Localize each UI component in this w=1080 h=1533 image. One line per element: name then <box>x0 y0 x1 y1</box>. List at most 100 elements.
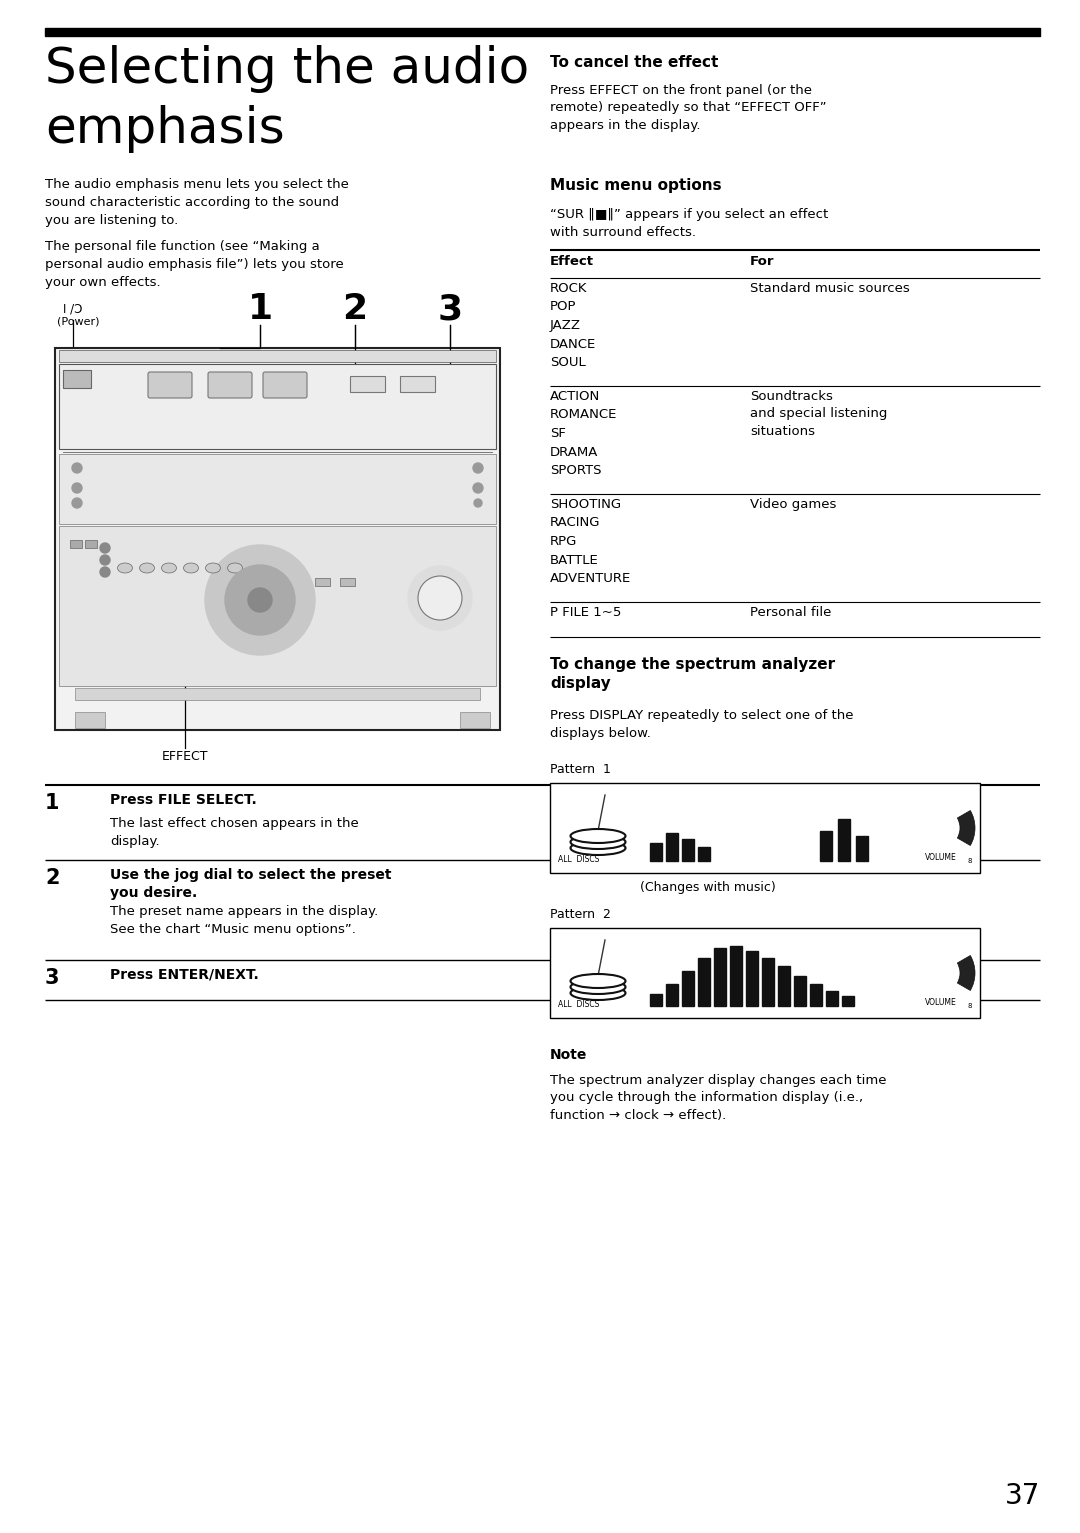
FancyBboxPatch shape <box>55 348 500 730</box>
Bar <box>70 540 82 547</box>
Text: 3: 3 <box>437 291 462 327</box>
Ellipse shape <box>118 563 133 573</box>
Text: “SUR ‖■‖” appears if you select an effect
with surround effects.: “SUR ‖■‖” appears if you select an effec… <box>550 208 828 239</box>
Text: To cancel the effect: To cancel the effect <box>550 55 718 71</box>
Bar <box>350 376 384 392</box>
Ellipse shape <box>570 973 625 987</box>
Ellipse shape <box>570 986 625 1000</box>
FancyBboxPatch shape <box>264 373 307 399</box>
Bar <box>550 927 980 1018</box>
Text: Press FILE SELECT.: Press FILE SELECT. <box>110 793 257 806</box>
Text: 8: 8 <box>968 1003 972 1009</box>
Text: 2: 2 <box>342 291 367 327</box>
Bar <box>762 958 774 1006</box>
Bar <box>340 578 355 586</box>
Bar <box>63 369 91 388</box>
Text: EFFECT: EFFECT <box>162 750 208 763</box>
Text: 1: 1 <box>45 793 59 812</box>
Text: emphasis: emphasis <box>45 104 285 153</box>
Text: The last effect chosen appears in the
display.: The last effect chosen appears in the di… <box>110 817 359 848</box>
Text: Soundtracks
and special listening
situations: Soundtracks and special listening situat… <box>750 389 888 438</box>
Ellipse shape <box>184 563 199 573</box>
Bar <box>698 848 710 862</box>
Bar <box>698 958 710 1006</box>
Bar <box>315 578 330 586</box>
Text: ALL  DISCS: ALL DISCS <box>558 1000 599 1009</box>
Text: The personal file function (see “Making a
personal audio emphasis file”) lets yo: The personal file function (see “Making … <box>45 241 343 290</box>
Bar <box>714 947 726 1006</box>
Ellipse shape <box>570 980 625 993</box>
Wedge shape <box>957 811 975 846</box>
Circle shape <box>100 555 110 566</box>
Circle shape <box>72 498 82 507</box>
Text: ROCK
POP
JAZZ
DANCE
SOUL: ROCK POP JAZZ DANCE SOUL <box>550 282 596 369</box>
Bar <box>778 966 789 1006</box>
Text: The audio emphasis menu lets you select the
sound characteristic according to th: The audio emphasis menu lets you select … <box>45 178 349 227</box>
Text: Press DISPLAY repeatedly to select one of the
displays below.: Press DISPLAY repeatedly to select one o… <box>550 708 853 739</box>
Bar <box>666 984 678 1006</box>
Circle shape <box>225 566 295 635</box>
Ellipse shape <box>205 563 220 573</box>
Circle shape <box>72 463 82 474</box>
Bar <box>460 711 490 728</box>
Circle shape <box>100 543 110 553</box>
Bar <box>730 946 742 1006</box>
Text: ALL  DISCS: ALL DISCS <box>558 855 599 865</box>
Bar <box>810 984 822 1006</box>
Text: Press ENTER/NEXT.: Press ENTER/NEXT. <box>110 967 259 983</box>
Text: 3: 3 <box>45 967 59 987</box>
Bar <box>59 350 496 362</box>
Circle shape <box>205 546 315 655</box>
Bar <box>45 28 1040 35</box>
Bar <box>838 819 850 862</box>
Text: The preset name appears in the display.
See the chart “Music menu options”.: The preset name appears in the display. … <box>110 904 378 935</box>
Bar <box>826 990 838 1006</box>
Bar <box>842 996 854 1006</box>
Text: (Changes with music): (Changes with music) <box>640 881 775 894</box>
Text: Use the jog dial to select the preset
you desire.: Use the jog dial to select the preset yo… <box>110 868 391 900</box>
Text: 1: 1 <box>247 291 272 327</box>
Bar <box>59 363 496 449</box>
Bar <box>681 839 694 862</box>
Bar <box>75 688 480 701</box>
Bar <box>550 783 980 872</box>
Text: To change the spectrum analyzer
display: To change the spectrum analyzer display <box>550 658 835 690</box>
Circle shape <box>100 567 110 576</box>
Text: Video games: Video games <box>750 498 836 510</box>
Circle shape <box>72 483 82 494</box>
Text: 37: 37 <box>1004 1482 1040 1510</box>
Text: Selecting the audio: Selecting the audio <box>45 44 529 94</box>
Text: VOLUME: VOLUME <box>924 998 957 1007</box>
Text: ACTION
ROMANCE
SF
DRAMA
SPORTS: ACTION ROMANCE SF DRAMA SPORTS <box>550 389 618 477</box>
Bar <box>666 832 678 862</box>
Wedge shape <box>957 955 975 990</box>
Text: Press EFFECT on the front panel (or the
remote) repeatedly so that “EFFECT OFF”
: Press EFFECT on the front panel (or the … <box>550 84 826 132</box>
Bar <box>794 977 806 1006</box>
Ellipse shape <box>162 563 176 573</box>
Ellipse shape <box>570 829 625 843</box>
Circle shape <box>474 500 482 507</box>
Bar <box>59 454 496 524</box>
Circle shape <box>408 566 472 630</box>
Text: 2: 2 <box>45 868 59 888</box>
Circle shape <box>473 463 483 474</box>
Text: Effect: Effect <box>550 254 594 268</box>
Text: VOLUME: VOLUME <box>924 852 957 862</box>
Text: P FILE 1~5: P FILE 1~5 <box>550 606 621 619</box>
Bar <box>650 843 662 862</box>
Bar <box>681 970 694 1006</box>
Text: Pattern  1: Pattern 1 <box>550 763 611 776</box>
Bar <box>856 835 868 862</box>
Text: (Power): (Power) <box>57 316 99 327</box>
Bar <box>746 950 758 1006</box>
Bar <box>85 540 97 547</box>
Ellipse shape <box>139 563 154 573</box>
Text: I /Ɔ: I /Ɔ <box>63 302 82 314</box>
Text: For: For <box>750 254 774 268</box>
Circle shape <box>248 589 272 612</box>
Ellipse shape <box>228 563 243 573</box>
Circle shape <box>418 576 462 619</box>
Bar <box>75 711 105 728</box>
Ellipse shape <box>570 835 625 849</box>
Text: The spectrum analyzer display changes each time
you cycle through the informatio: The spectrum analyzer display changes ea… <box>550 1075 887 1122</box>
